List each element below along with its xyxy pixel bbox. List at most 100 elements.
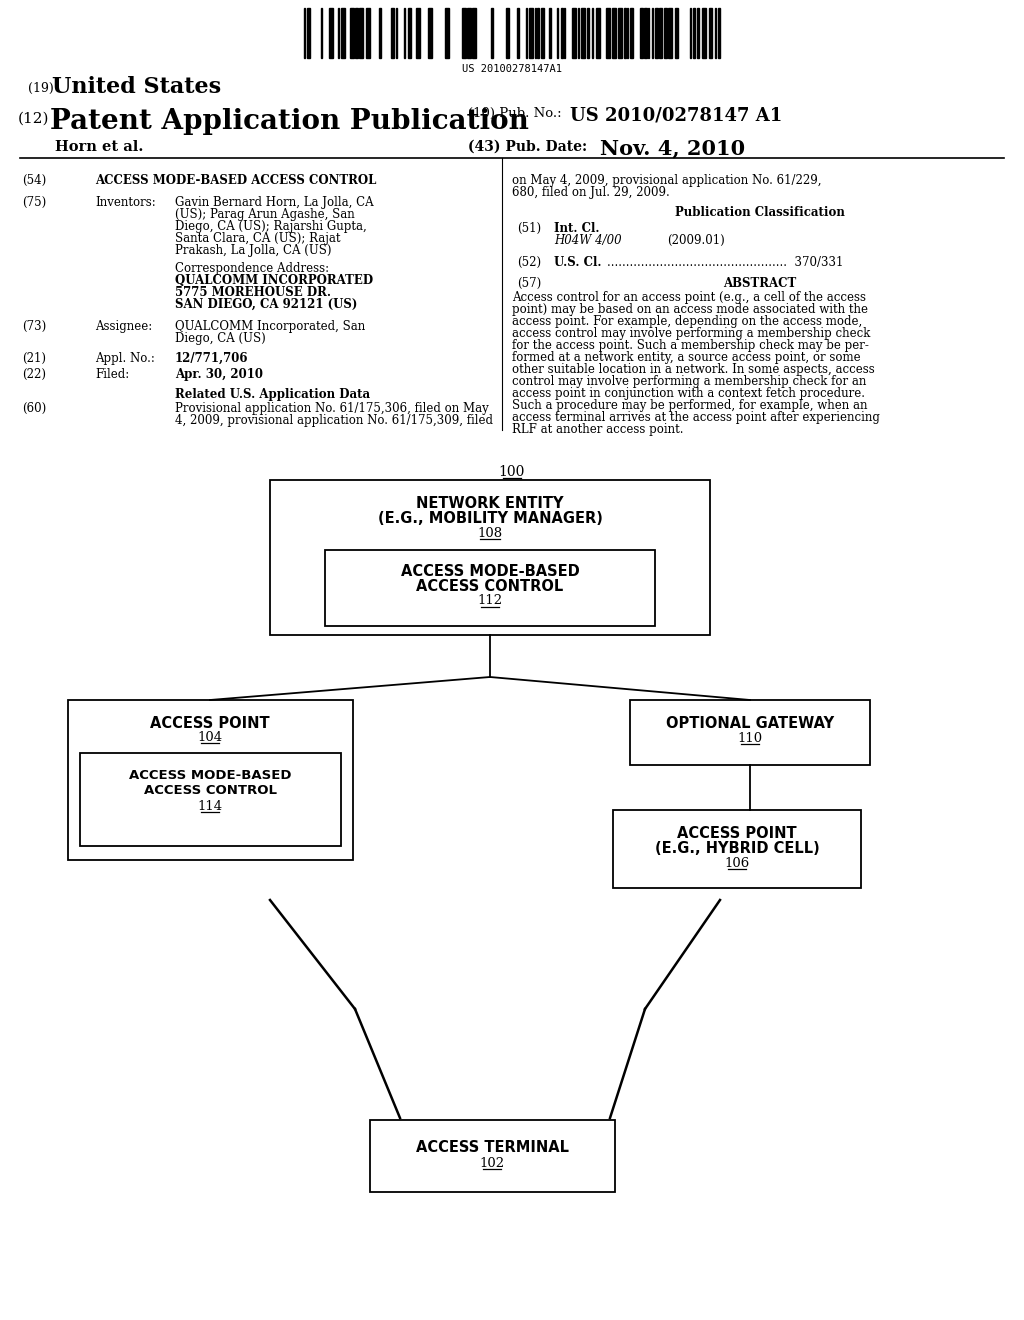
Text: formed at a network entity, a source access point, or some: formed at a network entity, a source acc… — [512, 351, 860, 364]
Bar — [428, 8, 432, 58]
Text: Related U.S. Application Data: Related U.S. Application Data — [175, 388, 370, 401]
Bar — [718, 8, 720, 58]
Text: 4, 2009, provisional application No. 61/175,309, filed: 4, 2009, provisional application No. 61/… — [175, 414, 493, 426]
Text: 5775 MOREHOUSE DR.: 5775 MOREHOUSE DR. — [175, 286, 331, 300]
Text: access point. For example, depending on the access mode,: access point. For example, depending on … — [512, 315, 862, 327]
Text: 100: 100 — [499, 465, 525, 479]
Bar — [416, 8, 420, 58]
Text: H04W 4/00: H04W 4/00 — [554, 234, 622, 247]
Bar — [325, 550, 655, 626]
Text: ACCESS CONTROL: ACCESS CONTROL — [143, 784, 276, 797]
Text: SAN DIEGO, CA 92121 (US): SAN DIEGO, CA 92121 (US) — [175, 298, 357, 312]
Bar — [490, 8, 493, 58]
Text: Int. Cl.: Int. Cl. — [554, 222, 599, 235]
Text: (54): (54) — [22, 174, 46, 187]
Bar — [613, 810, 861, 888]
Bar — [675, 8, 678, 58]
Text: Filed:: Filed: — [95, 368, 129, 381]
Text: 108: 108 — [477, 527, 503, 540]
Text: US 2010/0278147 A1: US 2010/0278147 A1 — [570, 106, 782, 124]
Text: (2009.01): (2009.01) — [667, 234, 725, 247]
Text: QUALCOMM INCORPORATED: QUALCOMM INCORPORATED — [175, 275, 373, 286]
Text: United States: United States — [52, 77, 221, 98]
Text: ACCESS POINT: ACCESS POINT — [677, 826, 797, 841]
Text: ACCESS CONTROL: ACCESS CONTROL — [417, 579, 563, 594]
Text: access control may involve performing a membership check: access control may involve performing a … — [512, 327, 870, 341]
Text: 680, filed on Jul. 29, 2009.: 680, filed on Jul. 29, 2009. — [512, 186, 670, 199]
Bar — [329, 8, 333, 58]
Bar — [467, 8, 471, 58]
Bar — [668, 8, 672, 58]
Text: Inventors:: Inventors: — [95, 195, 156, 209]
Text: other suitable location in a network. In some aspects, access: other suitable location in a network. In… — [512, 363, 874, 376]
Text: ACCESS MODE-BASED ACCESS CONTROL: ACCESS MODE-BASED ACCESS CONTROL — [95, 174, 377, 187]
Bar — [445, 8, 449, 58]
Text: control may involve performing a membership check for an: control may involve performing a members… — [512, 375, 866, 388]
Bar — [270, 480, 710, 635]
Text: access terminal arrives at the access point after experiencing: access terminal arrives at the access po… — [512, 411, 880, 424]
Bar — [68, 700, 353, 861]
Text: NETWORK ENTITY: NETWORK ENTITY — [416, 496, 564, 511]
Bar — [709, 8, 712, 58]
Text: (19): (19) — [28, 82, 53, 95]
Text: 114: 114 — [198, 800, 222, 813]
Text: 110: 110 — [737, 733, 763, 744]
Text: (E.G., HYBRID CELL): (E.G., HYBRID CELL) — [654, 841, 819, 855]
Text: Publication Classification: Publication Classification — [675, 206, 845, 219]
Text: (US); Parag Arun Agashe, San: (US); Parag Arun Agashe, San — [175, 209, 354, 220]
Bar — [606, 8, 610, 58]
Bar — [655, 8, 658, 58]
Bar — [697, 8, 699, 58]
Text: Santa Clara, CA (US); Rajat: Santa Clara, CA (US); Rajat — [175, 232, 341, 246]
Text: Appl. No.:: Appl. No.: — [95, 352, 155, 366]
Text: (22): (22) — [22, 368, 46, 381]
Text: Correspondence Address:: Correspondence Address: — [175, 261, 329, 275]
Text: (73): (73) — [22, 319, 46, 333]
Bar — [693, 8, 695, 58]
Bar — [391, 8, 394, 58]
Text: (21): (21) — [22, 352, 46, 366]
Bar — [618, 8, 622, 58]
Text: Gavin Bernard Horn, La Jolla, CA: Gavin Bernard Horn, La Jolla, CA — [175, 195, 374, 209]
Text: 112: 112 — [477, 594, 503, 607]
Text: QUALCOMM Incorporated, San: QUALCOMM Incorporated, San — [175, 319, 366, 333]
Text: 106: 106 — [724, 857, 750, 870]
Text: 12/771,706: 12/771,706 — [175, 352, 249, 366]
Text: Nov. 4, 2010: Nov. 4, 2010 — [600, 139, 745, 158]
Text: 104: 104 — [198, 731, 222, 744]
Text: (57): (57) — [517, 277, 542, 290]
Text: Access control for an access point (e.g., a cell of the access: Access control for an access point (e.g.… — [512, 290, 866, 304]
Bar — [307, 8, 310, 58]
Text: ACCESS MODE-BASED: ACCESS MODE-BASED — [129, 770, 291, 781]
Text: (43) Pub. Date:: (43) Pub. Date: — [468, 140, 587, 154]
Bar — [640, 8, 643, 58]
Bar — [630, 700, 870, 766]
Bar — [587, 8, 589, 58]
Text: Assignee:: Assignee: — [95, 319, 153, 333]
Text: (51): (51) — [517, 222, 541, 235]
Bar — [80, 752, 341, 846]
Bar — [702, 8, 706, 58]
Text: Horn et al.: Horn et al. — [55, 140, 143, 154]
Bar — [462, 8, 466, 58]
Bar — [572, 8, 575, 58]
Text: (10) Pub. No.:: (10) Pub. No.: — [468, 107, 561, 120]
Bar — [341, 8, 345, 58]
Text: on May 4, 2009, provisional application No. 61/229,: on May 4, 2009, provisional application … — [512, 174, 821, 187]
Bar — [355, 8, 358, 58]
Bar — [612, 8, 616, 58]
Bar — [561, 8, 563, 58]
Bar — [472, 8, 476, 58]
Bar — [596, 8, 600, 58]
Text: U.S. Cl.: U.S. Cl. — [554, 256, 601, 269]
Text: ................................................  370/331: ........................................… — [607, 256, 844, 269]
Text: (60): (60) — [22, 403, 46, 414]
Bar — [366, 8, 370, 58]
Bar — [664, 8, 667, 58]
Bar — [359, 8, 362, 58]
Bar — [379, 8, 381, 58]
Text: OPTIONAL GATEWAY: OPTIONAL GATEWAY — [666, 715, 835, 731]
Text: Patent Application Publication: Patent Application Publication — [50, 108, 528, 135]
Text: RLF at another access point.: RLF at another access point. — [512, 422, 683, 436]
Text: Such a procedure may be performed, for example, when an: Such a procedure may be performed, for e… — [512, 399, 867, 412]
